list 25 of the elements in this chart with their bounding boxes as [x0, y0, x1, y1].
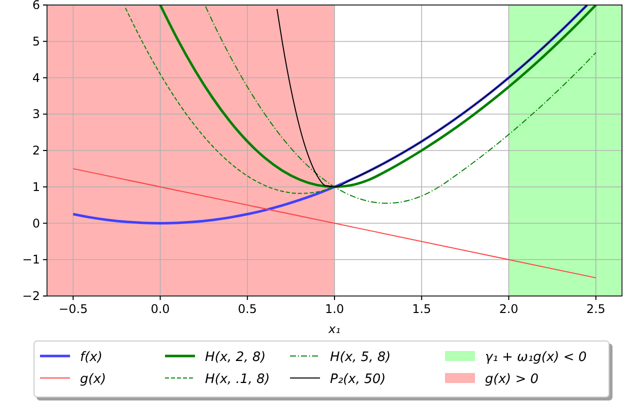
y-tick-label: −2: [22, 289, 40, 303]
legend-label: g(x): [80, 372, 106, 387]
y-tick-label: 4: [32, 70, 40, 85]
legend-label: f(x): [80, 350, 102, 365]
legend-label: γ₁ + ω₁g(x) < 0: [485, 350, 587, 365]
y-tick-label: 1: [32, 180, 40, 194]
x-tick-label: 1.5: [412, 302, 432, 316]
legend-label: H(x, 2, 8): [205, 350, 266, 365]
y-tick-label: −1: [22, 252, 40, 267]
legend-label: H(x, 5, 8): [330, 350, 391, 365]
y-tick-label: 3: [32, 107, 40, 122]
legend-label: g(x) > 0: [485, 372, 539, 387]
y-tick-label: 0: [32, 216, 40, 230]
x-tick-label: 1.0: [324, 302, 344, 316]
x-tick-label: 2.0: [499, 302, 518, 316]
x-tick-label: 2.5: [586, 302, 606, 316]
y-tick-label: 5: [32, 34, 40, 48]
x-axis-title: x₁: [328, 322, 341, 336]
legend-label: P₂(x, 50): [330, 372, 386, 387]
y-tick-label: 6: [32, 0, 40, 12]
x-tick-label: 0.5: [238, 302, 257, 316]
y-tick-label: 2: [32, 144, 40, 158]
legend-label: H(x, .1, 8): [205, 372, 270, 387]
x-tick-label: 0.0: [150, 302, 170, 316]
x-tick-label: −0.5: [58, 302, 88, 316]
